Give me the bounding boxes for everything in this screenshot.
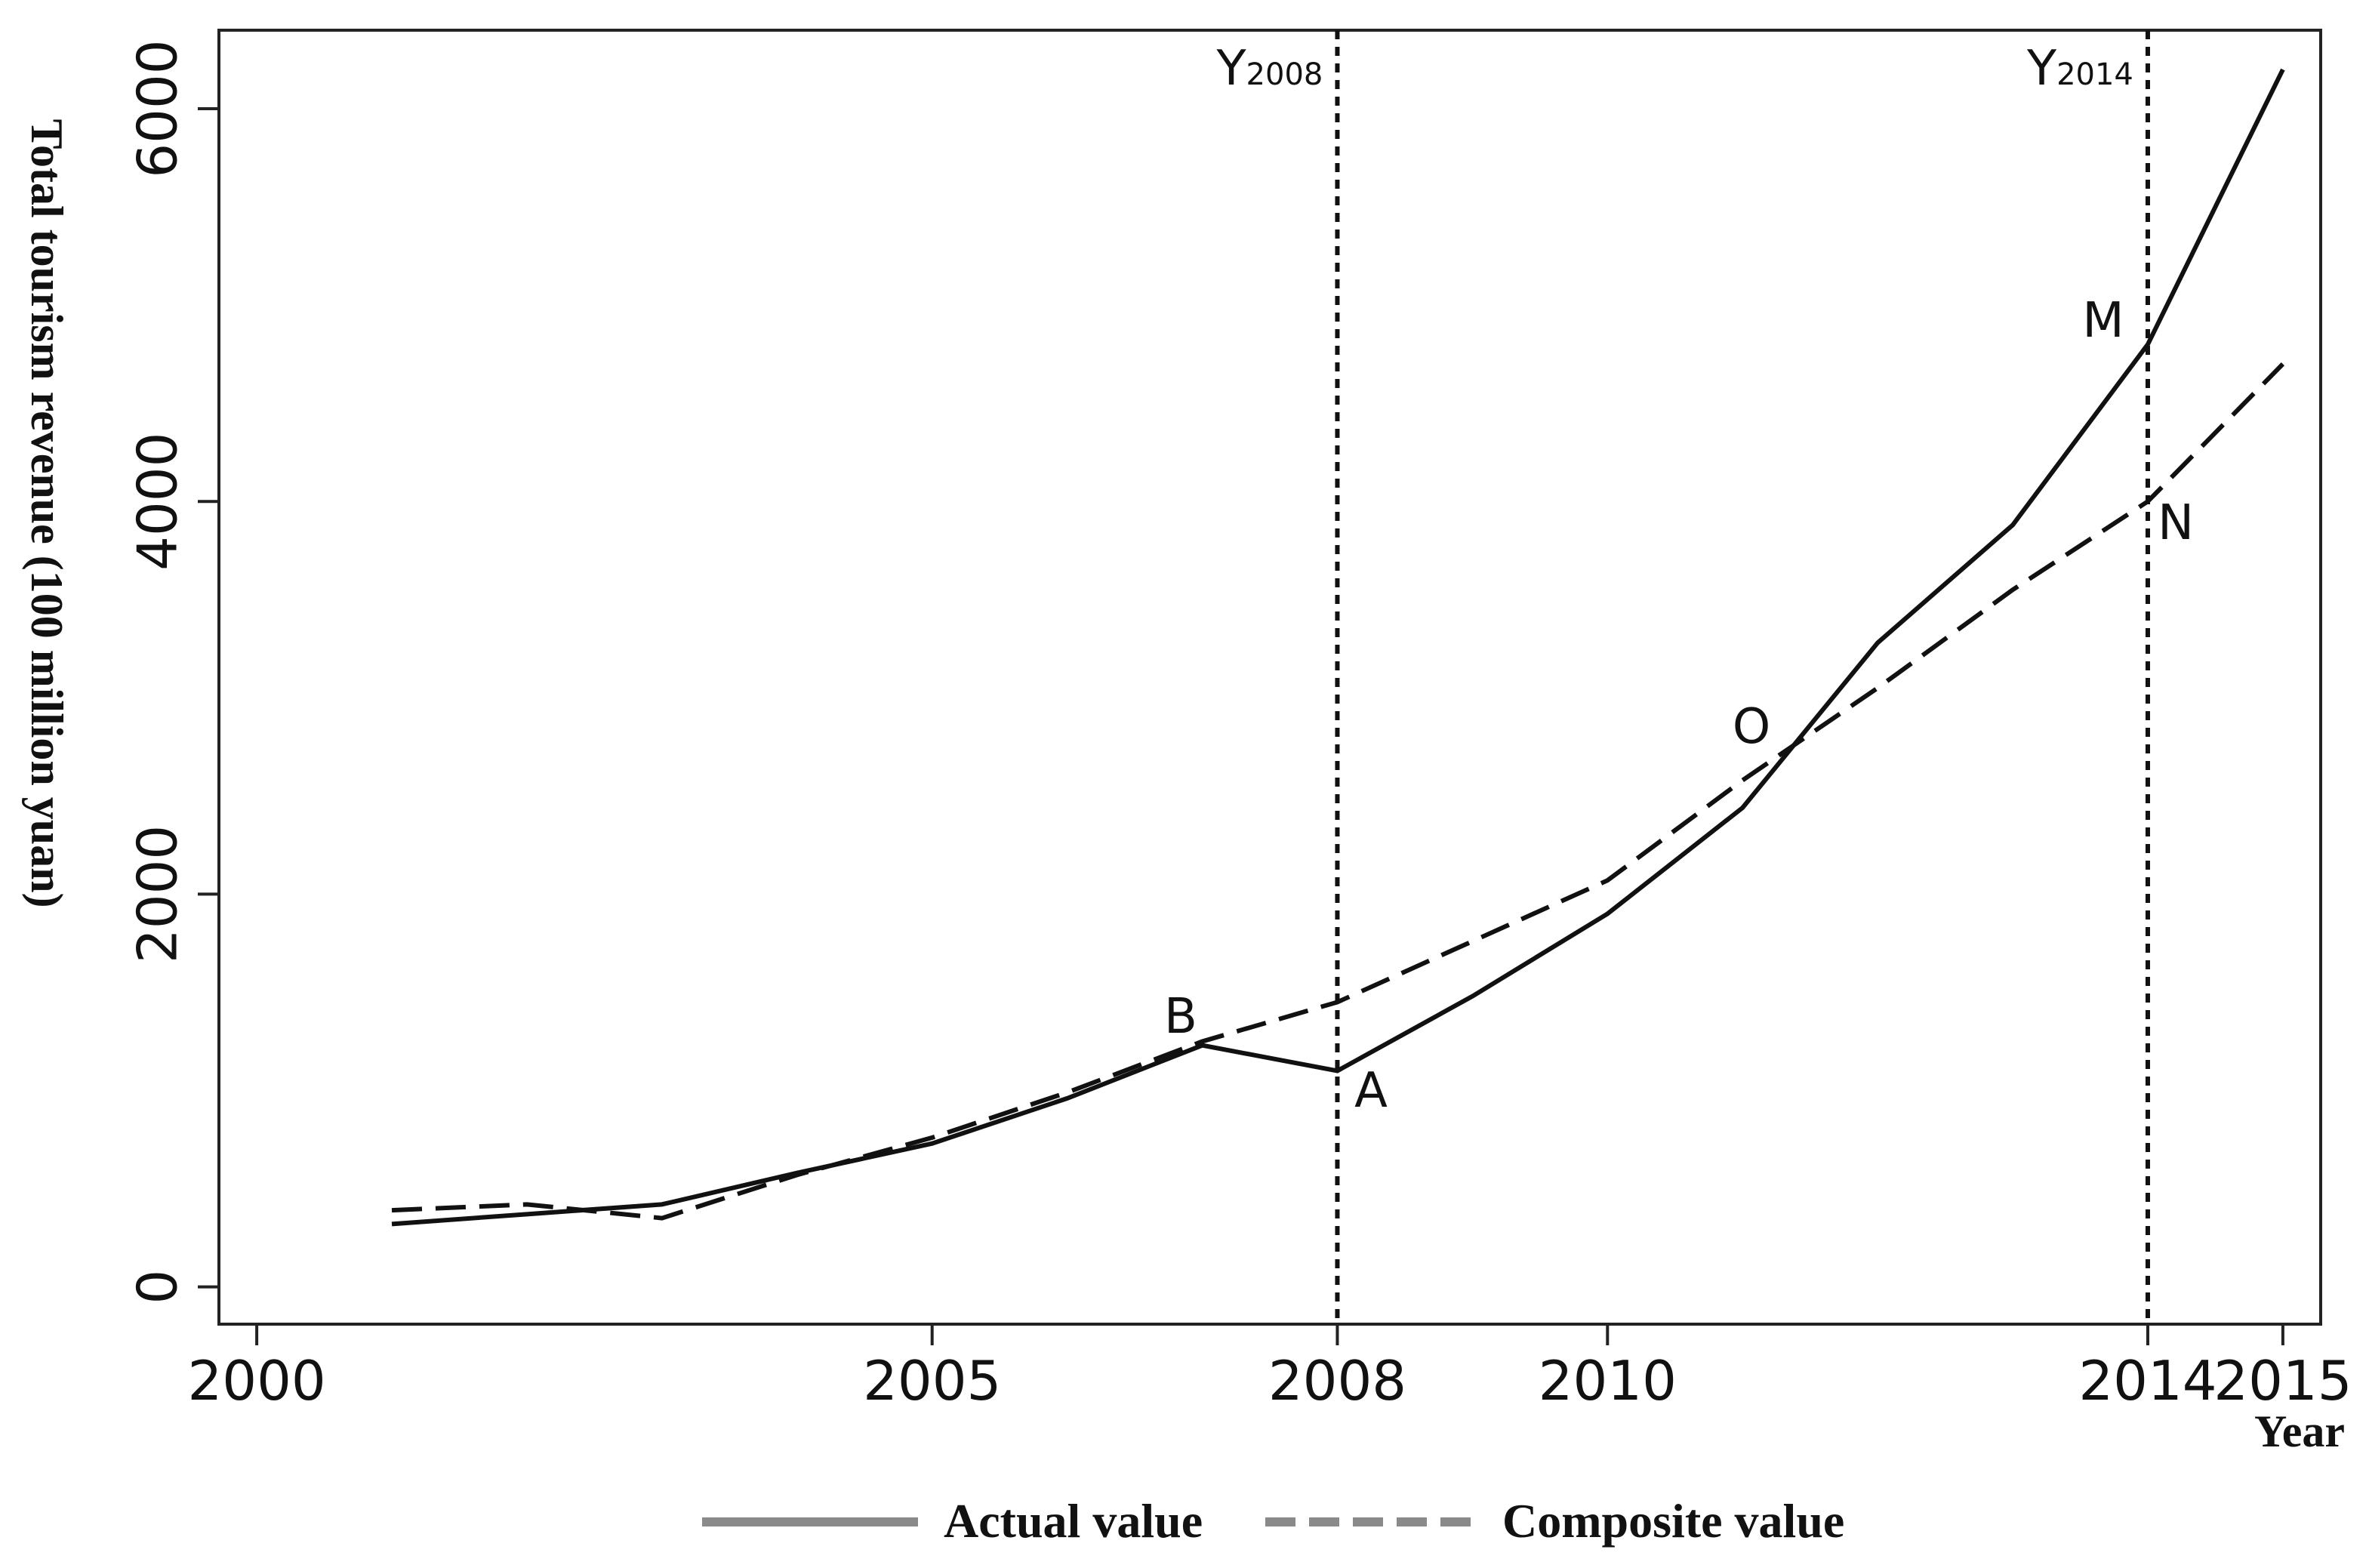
plot-frame <box>217 29 2322 1326</box>
point-annotation: B <box>1164 989 1197 1045</box>
reference-label-main: Y <box>1215 41 1246 97</box>
y-tick-label: 2000 <box>126 825 189 963</box>
reference-label-sub: 2014 <box>2056 57 2133 92</box>
reference-label-main: Y <box>2026 41 2057 97</box>
reference-label-sub: 2008 <box>1246 57 1323 92</box>
y-tick-label: 0 <box>126 1270 189 1305</box>
reference-label: Y2014 <box>2026 41 2133 97</box>
series-line <box>391 362 2285 1221</box>
y-tick-label: 4000 <box>126 433 189 571</box>
point-annotation: M <box>2082 293 2124 349</box>
series-line <box>391 68 2285 1227</box>
point-annotation: N <box>2158 495 2194 551</box>
y-axis-title: Total tourism revenue (100 million yuan) <box>22 119 72 907</box>
x-tick-label: 2010 <box>1539 1349 1677 1412</box>
x-tick-label: 2008 <box>1268 1349 1406 1412</box>
point-annotation: O <box>1733 699 1770 755</box>
x-tick-label: 2005 <box>863 1349 1001 1412</box>
x-axis-title: Year <box>2254 1406 2345 1456</box>
point-annotation: A <box>1354 1063 1388 1119</box>
legend-label: Composite value <box>1502 1494 1844 1548</box>
x-tick-label: 2000 <box>187 1349 325 1412</box>
y-tick-label: 6000 <box>126 39 189 177</box>
reference-label: Y2008 <box>1215 41 1323 97</box>
x-tick-label: 2015 <box>2213 1349 2352 1412</box>
x-tick-label: 2014 <box>2078 1349 2217 1412</box>
legend-label: Actual value <box>944 1494 1203 1548</box>
